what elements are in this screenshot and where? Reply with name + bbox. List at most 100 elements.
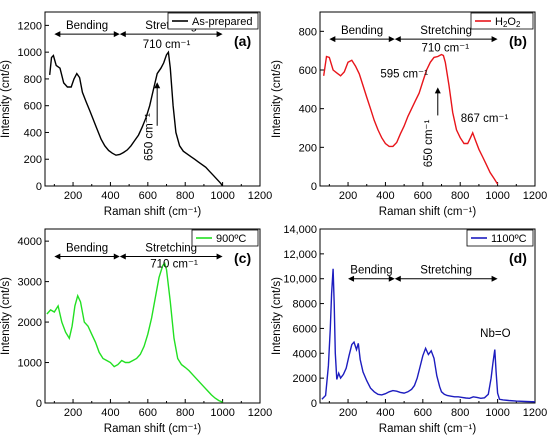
x-axis-label: Raman shift (cm⁻¹) <box>379 423 477 435</box>
x-tick-label: 1200 <box>248 190 272 202</box>
legend-box <box>191 229 259 247</box>
peak-annotation: 710 cm⁻¹ <box>421 43 469 55</box>
x-tick-label: 1000 <box>210 190 234 202</box>
stretching-label: Stretching <box>145 243 197 255</box>
peak-annotation: Nb=O <box>480 328 510 340</box>
x-axis-label: Raman shift (cm⁻¹) <box>104 206 202 218</box>
legend-label: 1100ºC <box>491 233 527 245</box>
x-tick-label: 1200 <box>523 190 547 202</box>
y-tick-label: 200 <box>299 142 317 154</box>
y-tick-label: 0 <box>36 181 42 193</box>
x-tick-label: 600 <box>414 190 432 202</box>
bending-label: Bending <box>66 243 108 255</box>
y-tick-label: 1000 <box>18 47 42 59</box>
series-line <box>323 53 499 185</box>
peak-arrow-head <box>434 87 441 94</box>
bending-arrow-right <box>388 275 395 282</box>
y-tick-label: 2000 <box>293 373 317 385</box>
bending-arrow-left <box>54 31 61 38</box>
peak-annotation: 710 cm⁻¹ <box>143 39 191 51</box>
y-tick-label: 0 <box>311 398 317 410</box>
plot-frame <box>44 228 261 404</box>
y-tick-label: 2000 <box>18 317 42 329</box>
y-tick-label: 0 <box>36 398 42 410</box>
panel-label: (d) <box>509 250 527 266</box>
y-tick-label: 6000 <box>293 323 317 335</box>
legend-box <box>470 12 534 30</box>
stretching-label: Stretching <box>420 265 472 277</box>
bending-arrow-right <box>113 253 120 260</box>
y-tick-label: 4000 <box>293 348 317 360</box>
legend-label-part: O <box>507 16 516 28</box>
panel-label: (c) <box>234 250 251 266</box>
stretching-arrow-left <box>119 31 126 38</box>
peak-annotation: 650 cm⁻¹ <box>423 119 435 167</box>
y-axis-label: Intensity (cnt/s) <box>0 277 12 355</box>
y-tick-label: 3000 <box>18 277 42 289</box>
stretching-label: Stretching <box>420 25 472 37</box>
y-tick-label: 10,000 <box>283 274 317 286</box>
legend-box <box>466 229 534 247</box>
y-tick-label: 400 <box>24 127 42 139</box>
x-tick-label: 800 <box>176 407 194 419</box>
x-tick-label: 600 <box>414 407 432 419</box>
x-tick-label: 1000 <box>485 190 509 202</box>
bending-arrow-right <box>388 36 395 43</box>
stretching-arrow-left <box>119 253 126 260</box>
x-axis-label: Raman shift (cm⁻¹) <box>379 206 477 218</box>
x-tick-label: 200 <box>64 407 82 419</box>
legend-label-part: 2 <box>503 20 508 29</box>
x-tick-label: 200 <box>339 407 357 419</box>
y-tick-label: 200 <box>24 154 42 166</box>
series-line <box>49 50 224 187</box>
y-axis-label: Intensity (cnt/s) <box>0 60 12 138</box>
x-tick-label: 1000 <box>485 407 509 419</box>
bending-arrow-left <box>54 253 61 260</box>
legend-label: H2O2 <box>495 16 521 29</box>
x-tick-label: 1200 <box>248 407 272 419</box>
bending-arrow-right <box>113 31 120 38</box>
stretching-arrow-left <box>394 275 401 282</box>
x-tick-label: 400 <box>101 407 119 419</box>
peak-annotation: 710 cm⁻¹ <box>150 258 198 270</box>
stretching-arrow-right <box>491 275 498 282</box>
peak-arrow-head <box>154 82 161 89</box>
x-tick-label: 200 <box>339 190 357 202</box>
stretching-arrow-left <box>394 36 401 43</box>
plot-frame <box>44 11 261 187</box>
x-tick-label: 400 <box>101 190 119 202</box>
stretching-arrow-right <box>216 253 223 260</box>
legend-label-part: H <box>495 16 503 28</box>
bending-label: Bending <box>350 265 392 277</box>
bending-arrow-left <box>329 36 336 43</box>
peak-annotation: 595 cm⁻¹ <box>380 69 428 81</box>
bending-label: Bending <box>341 25 383 37</box>
y-tick-label: 1200 <box>18 20 42 32</box>
y-axis-label: Intensity (cnt/s) <box>271 60 283 138</box>
y-tick-label: 12,000 <box>283 249 317 261</box>
peak-annotation: 867 cm⁻¹ <box>461 113 509 125</box>
y-tick-label: 8000 <box>293 299 317 311</box>
series-line <box>46 262 223 403</box>
series-line <box>321 268 536 403</box>
x-tick-label: 1000 <box>210 407 234 419</box>
legend-label: As-prepared <box>192 16 253 28</box>
panel-c: 200 400 600 800 1000 1200 0 1000 2000 3000 4000 Ram… <box>0 228 272 435</box>
x-axis-label: Raman shift (cm⁻¹) <box>104 423 202 435</box>
y-tick-label: 600 <box>24 101 42 113</box>
x-tick-label: 800 <box>451 407 469 419</box>
y-tick-label: 14,000 <box>283 224 317 236</box>
x-tick-label: 600 <box>139 407 157 419</box>
peak-annotation: 650 cm⁻¹ <box>144 113 156 161</box>
y-tick-label: 800 <box>299 26 317 38</box>
x-tick-label: 800 <box>451 190 469 202</box>
x-tick-label: 400 <box>376 407 394 419</box>
stretching-arrow-right <box>216 31 223 38</box>
x-tick-label: 1200 <box>523 407 547 419</box>
y-tick-label: 400 <box>299 104 317 116</box>
panel-label: (b) <box>509 33 527 49</box>
x-tick-label: 400 <box>376 190 394 202</box>
plot-frame <box>319 11 536 187</box>
panel-label: (a) <box>234 33 251 49</box>
